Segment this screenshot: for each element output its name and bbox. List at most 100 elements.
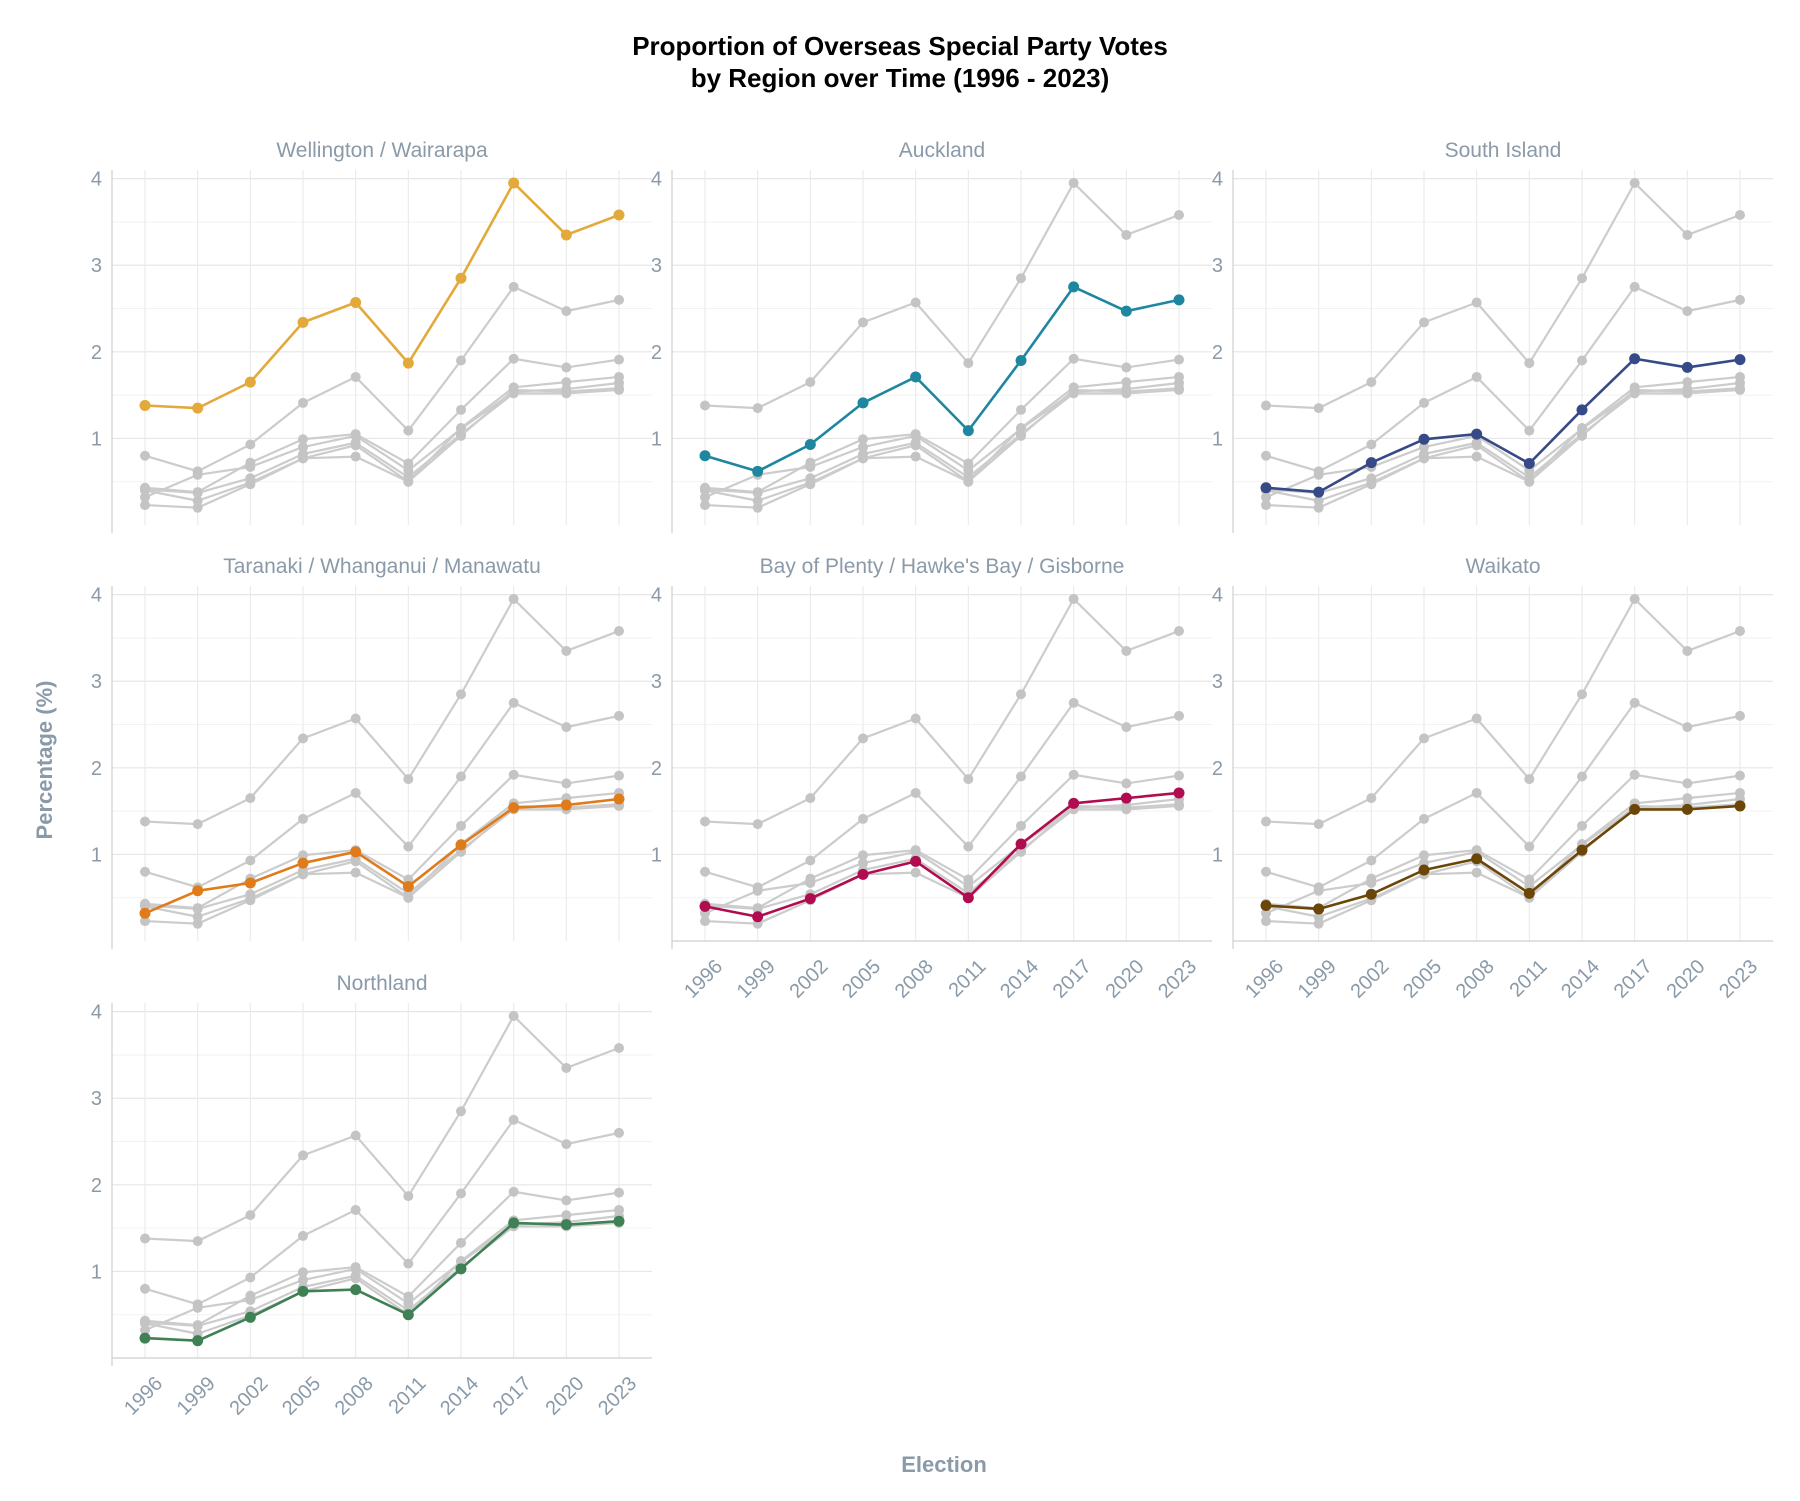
- background-series-point: [1524, 476, 1535, 487]
- background-series-point: [1174, 383, 1184, 394]
- background-series-line-auckland: [704, 701, 1180, 889]
- background-series-point: [1174, 799, 1184, 810]
- series-point-bay-of-plenty-hawke-s-bay-gisborne: [1173, 787, 1185, 799]
- series-point-auckland: [699, 450, 711, 462]
- background-series-line-auckland: [1265, 285, 1741, 473]
- background-series-point: [1068, 697, 1079, 708]
- background-series-point: [192, 495, 203, 506]
- background-series-point: [700, 500, 710, 511]
- series-point-bay-of-plenty-hawke-s-bay-gisborne: [1068, 797, 1080, 809]
- background-series-point: [298, 813, 308, 824]
- background-series-point: [1261, 450, 1271, 461]
- background-series-line-wellington-wairarapa: [1265, 181, 1741, 410]
- background-series-point: [1471, 437, 1482, 448]
- background-series-line-northland: [1265, 387, 1741, 509]
- background-series-point: [456, 771, 466, 782]
- background-series-point: [192, 1302, 203, 1313]
- background-series-point: [350, 1263, 361, 1274]
- x-tick-label: 2011: [1506, 956, 1552, 1002]
- background-series-point: [1629, 384, 1640, 395]
- background-series-point: [1577, 689, 1587, 700]
- series-line-wellington-wairarapa: [144, 181, 620, 410]
- background-series-line-northland: [144, 387, 620, 509]
- background-series-point: [1471, 451, 1482, 462]
- background-series-line-wellington-wairarapa: [1265, 597, 1741, 826]
- panel-title: Wellington / Wairarapa: [276, 139, 488, 162]
- series-point-waikato: [1629, 803, 1641, 815]
- y-tick-label: 1: [91, 844, 102, 866]
- background-series-point: [614, 1043, 624, 1054]
- x-tick-label: 2011: [385, 1373, 431, 1419]
- background-series-point: [1261, 866, 1271, 877]
- background-series-point: [1366, 377, 1377, 388]
- x-tick-label: 2017: [1610, 956, 1657, 1003]
- background-series-point: [1016, 404, 1026, 415]
- background-series-point: [298, 733, 308, 744]
- background-series-point: [1261, 500, 1271, 511]
- background-series-point: [1121, 802, 1132, 813]
- background-series-point: [1174, 626, 1184, 637]
- y-tick-label: 1: [651, 844, 662, 866]
- background-series-point: [1629, 593, 1640, 604]
- panel-title: Northland: [336, 972, 427, 995]
- x-tick-label: 2023: [1154, 956, 1201, 1003]
- background-series-point: [298, 453, 308, 464]
- background-series-point: [403, 465, 414, 476]
- series-point-waikato: [1471, 853, 1483, 865]
- series-point-taranaki-whanganui-manawatu: [350, 846, 362, 858]
- background-series-line-bay-of-plenty-hawke-s-bay-gisborne: [1265, 791, 1741, 918]
- background-series-line-waikato: [144, 388, 620, 495]
- background-series-point: [752, 885, 763, 896]
- y-tick-label: 2: [1212, 758, 1223, 780]
- background-series-point: [1121, 377, 1132, 388]
- background-series-line-auckland: [1265, 701, 1741, 889]
- background-series-point: [1419, 397, 1429, 408]
- background-series-point: [752, 819, 763, 830]
- series-point-taranaki-whanganui-manawatu: [297, 857, 309, 869]
- y-tick-label: 2: [1212, 342, 1223, 364]
- y-tick-label: 3: [91, 671, 102, 693]
- background-series-point: [752, 495, 763, 506]
- series-point-northland: [455, 1263, 467, 1275]
- background-series-point: [614, 1187, 624, 1198]
- background-series-point: [858, 453, 868, 464]
- series-point-wellington-wairarapa: [560, 229, 572, 241]
- series-point-wellington-wairarapa: [402, 357, 414, 369]
- series-point-south-island: [1576, 404, 1588, 416]
- series-point-bay-of-plenty-hawke-s-bay-gisborne: [910, 855, 922, 867]
- background-series-point: [561, 778, 572, 789]
- background-series-point: [858, 813, 868, 824]
- background-series-point: [456, 1188, 466, 1199]
- background-series-point: [245, 461, 256, 472]
- background-series-line-wellington-wairarapa: [704, 597, 1180, 826]
- series-point-wellington-wairarapa: [139, 400, 151, 412]
- x-tick-label: 1999: [733, 956, 780, 1003]
- background-series-point: [910, 867, 921, 878]
- series-point-auckland: [1015, 354, 1027, 366]
- background-series-point: [1016, 689, 1026, 700]
- series-line-bay-of-plenty-hawke-s-bay-gisborne: [704, 791, 1180, 919]
- background-series-point: [910, 430, 921, 441]
- background-series-point: [456, 820, 466, 831]
- background-series-point: [350, 1270, 361, 1281]
- background-series-point: [561, 1210, 572, 1221]
- background-series-point: [403, 892, 414, 903]
- y-tick-label: 1: [91, 1261, 102, 1283]
- background-series-point: [508, 281, 519, 292]
- background-series-point: [1629, 177, 1640, 188]
- series-point-wellington-wairarapa: [244, 376, 256, 388]
- background-series-line-south-island: [704, 773, 1180, 910]
- background-series-point: [245, 855, 256, 866]
- background-series-line-northland: [1265, 803, 1741, 925]
- series-point-waikato: [1313, 903, 1325, 915]
- background-series-point: [140, 816, 150, 827]
- background-series-point: [403, 1258, 414, 1269]
- y-tick-label: 4: [91, 169, 102, 191]
- background-series-line-wellington-wairarapa: [144, 597, 620, 826]
- background-series-point: [1735, 294, 1745, 305]
- background-series-point: [1313, 885, 1324, 896]
- y-tick-label: 3: [651, 255, 662, 277]
- background-series-point: [963, 874, 974, 885]
- y-tick-label: 4: [1212, 169, 1223, 191]
- background-series-point: [561, 1139, 572, 1150]
